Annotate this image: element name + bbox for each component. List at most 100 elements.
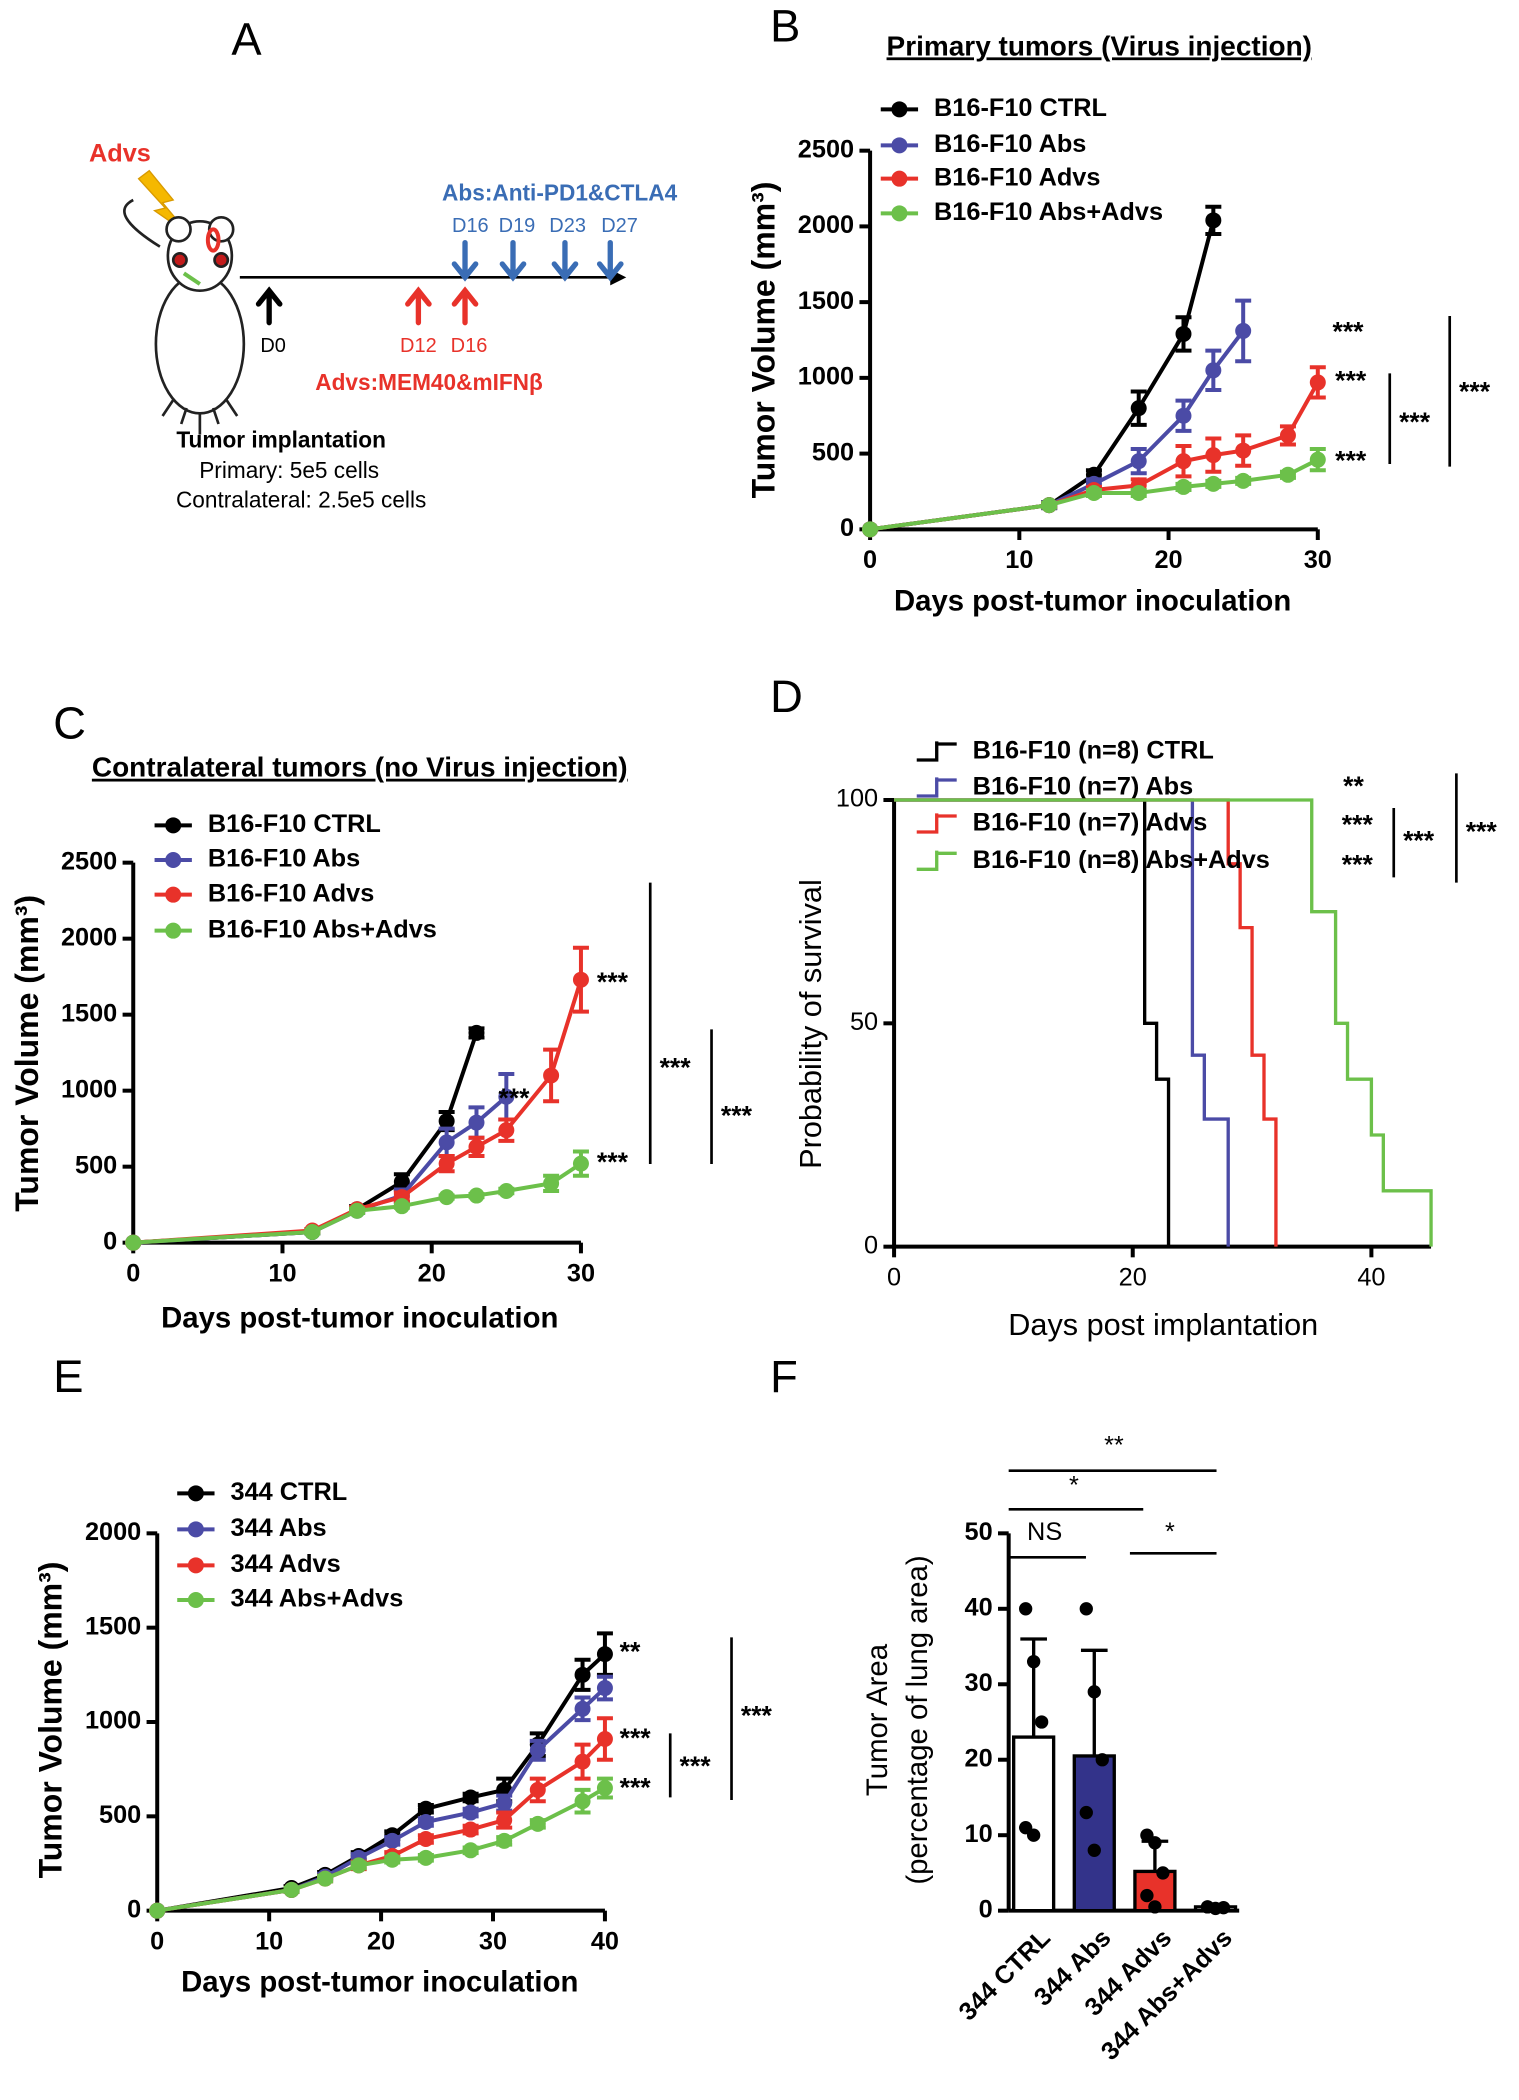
data-point	[1130, 453, 1147, 470]
legend-label: B16-F10 CTRL	[208, 810, 381, 838]
x-tick-label: 30	[1304, 546, 1332, 574]
x-tick-label: 40	[1357, 1263, 1385, 1291]
y-tick-label: 40	[965, 1593, 993, 1621]
data-point	[1205, 447, 1222, 464]
y-axis-label: Probability of survival	[794, 879, 828, 1169]
significance-label: *	[1165, 1518, 1175, 1546]
abs-schedule: Abs:Anti-PD1&CTLA4	[442, 180, 678, 206]
x-tick-label: 10	[1005, 546, 1033, 574]
x-axis-label: Days post implantation	[1008, 1308, 1318, 1342]
panel-letter: E	[53, 1351, 83, 1402]
data-point	[498, 1088, 515, 1105]
abs-day: D23	[549, 215, 586, 237]
y-axis-label: Tumor Volume (mm³)	[746, 182, 782, 499]
legend-label: 344 Abs+Advs	[231, 1585, 404, 1613]
data-point	[468, 1024, 485, 1041]
data-point	[1148, 1836, 1162, 1850]
data-point	[468, 1114, 485, 1131]
significance-label: ***	[1332, 316, 1364, 346]
x-tick-label: 20	[418, 1259, 446, 1287]
data-point	[468, 1138, 485, 1155]
legend-label: B16-F10 (n=8) Abs+Advs	[973, 846, 1270, 874]
data-point	[462, 1842, 479, 1859]
y-tick-label: 500	[99, 1801, 141, 1829]
advs-schedule: Advs:MEM40&mIFNβ	[315, 369, 543, 395]
significance-label: ***	[620, 1723, 652, 1753]
significance-label: **	[620, 1636, 641, 1666]
significance-label: ***	[597, 1147, 629, 1177]
legend-marker	[916, 777, 957, 798]
x-tick-label: 20	[1119, 1263, 1147, 1291]
legend-label: B16-F10 CTRL	[934, 94, 1107, 122]
y-axis-label: (percentage of lung area)	[901, 1555, 934, 1884]
significance-label: ***	[620, 1772, 652, 1802]
significance-label: ***	[721, 1100, 753, 1130]
data-point	[1216, 1900, 1231, 1915]
caption: Tumor implantation	[176, 426, 386, 452]
significance-label: ***	[1459, 376, 1491, 406]
y-tick-label: 0	[979, 1895, 993, 1923]
data-point	[317, 1870, 334, 1887]
y-axis-label: Tumor Volume (mm³)	[9, 895, 45, 1212]
data-point	[1148, 1900, 1162, 1914]
data-point	[596, 1646, 613, 1663]
y-axis-label: Tumor Volume (mm³)	[33, 1562, 69, 1879]
panel-letter: B	[770, 0, 800, 51]
data-point	[384, 1851, 401, 1868]
series-line	[156, 1786, 606, 1913]
significance-label: *	[1069, 1471, 1079, 1499]
y-tick-label: 100	[836, 785, 878, 813]
data-point	[1205, 475, 1222, 492]
data-point	[1279, 466, 1296, 483]
y-tick-label: 1500	[85, 1612, 141, 1640]
legend-marker	[891, 101, 908, 118]
y-tick-label: 2500	[798, 135, 854, 163]
legend-marker	[165, 852, 182, 868]
legend-marker	[891, 170, 908, 187]
panel-letter: A	[231, 14, 262, 65]
data-point	[596, 1780, 613, 1797]
data-point	[1235, 472, 1252, 489]
x-tick-label: 0	[150, 1927, 164, 1955]
significance-label: ***	[1342, 810, 1374, 840]
data-point	[496, 1795, 513, 1812]
x-tick-label: 10	[255, 1927, 283, 1955]
legend-marker	[165, 922, 182, 939]
series-line	[869, 219, 1216, 532]
x-tick-label: 20	[367, 1927, 395, 1955]
data-point	[1079, 1805, 1093, 1820]
caption: Contralateral: 2.5e5 cells	[176, 486, 426, 512]
y-tick-label: 2000	[61, 923, 117, 951]
x-tick-label: 0	[863, 546, 877, 574]
data-point	[498, 1122, 515, 1139]
significance-label: ***	[741, 1700, 773, 1730]
panel-a: A Advs Abs:Anti-PD1&CTLA4 D16 D19 D23	[89, 14, 678, 513]
data-point	[125, 1234, 142, 1251]
y-tick-label: 1500	[798, 287, 854, 315]
legend-marker	[916, 741, 957, 762]
legend-label: B16-F10 Abs	[208, 845, 360, 873]
panel-letter: C	[53, 698, 86, 749]
start-day: D0	[260, 335, 286, 357]
data-point	[384, 1832, 401, 1849]
data-point	[1309, 374, 1326, 391]
legend-label: B16-F10 Advs	[934, 163, 1100, 191]
legend-label: 344 Abs	[231, 1514, 327, 1542]
data-point	[543, 1067, 560, 1084]
data-point	[543, 1175, 560, 1192]
data-point	[1095, 1753, 1109, 1767]
data-point	[438, 1113, 455, 1130]
survival-curve	[894, 798, 1433, 1247]
legend-marker	[916, 813, 957, 834]
y-tick-label: 20	[965, 1744, 993, 1772]
significance-label: **	[1343, 771, 1364, 801]
y-tick-label: 30	[965, 1669, 993, 1697]
data-point	[596, 1680, 613, 1697]
data-point	[1175, 407, 1192, 424]
advs-label: Advs	[89, 139, 151, 167]
y-tick-label: 2000	[798, 211, 854, 239]
chart-title: Contralateral tumors (no Virus injection…	[92, 752, 628, 783]
data-point	[574, 1753, 591, 1770]
legend-marker	[187, 1592, 204, 1608]
data-point	[1279, 427, 1296, 444]
